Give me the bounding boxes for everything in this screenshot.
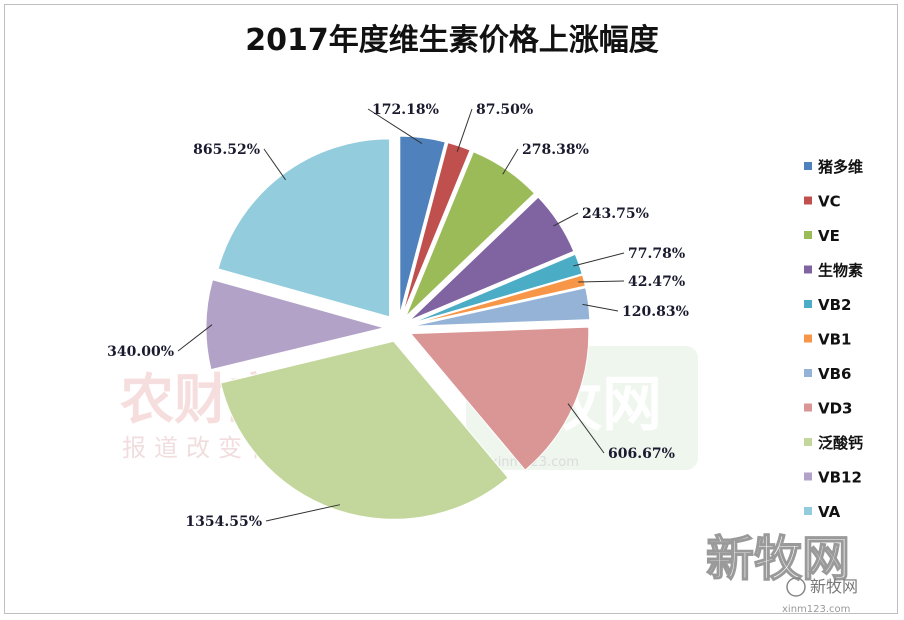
leader-line-1 — [456, 108, 473, 152]
data-label-8: 1354.55% — [185, 514, 262, 530]
legend-swatch-5 — [804, 334, 812, 343]
pie-slice-3 — [409, 196, 575, 321]
legend: 猪多维 VC VE 生物素 VB2 VB1 VB6 VD3 泛酸钙 VB12 VA — [804, 158, 863, 521]
data-label-9: 340.00% — [107, 344, 174, 360]
chart-title: 2017年度维生素价格上涨幅度 — [245, 23, 659, 58]
legend-swatch-8 — [804, 438, 812, 446]
legend-label-10: VA — [818, 503, 841, 521]
legend-swatch-10 — [804, 507, 812, 515]
legend-label-6: VB6 — [818, 365, 851, 383]
legend-label-0: 猪多维 — [817, 158, 863, 176]
pie-slice-0 — [399, 135, 446, 315]
legend-swatch-1 — [804, 196, 812, 205]
legend-label-5: VB1 — [818, 331, 851, 349]
pie-slice-4 — [411, 253, 583, 324]
corner-logo-url: xinm123.com — [782, 604, 850, 615]
legend-label-8: 泛酸钙 — [818, 434, 863, 452]
data-label-7: 606.67% — [608, 446, 675, 462]
data-label-0: 172.18% — [372, 102, 439, 118]
leader-line-7 — [567, 403, 605, 454]
legend-label-2: VE — [818, 227, 840, 245]
legend-swatch-0 — [804, 162, 812, 170]
pie-slice-9 — [205, 279, 386, 371]
leader-line-4 — [573, 252, 625, 267]
data-label-1: 87.50% — [476, 102, 533, 118]
legend-swatch-6 — [804, 369, 812, 377]
data-label-3: 243.75% — [582, 206, 649, 222]
corner-logo-icon — [786, 577, 806, 597]
watermark-center-url: xinm123.com — [490, 455, 579, 470]
data-label-5: 42.47% — [628, 274, 685, 290]
legend-swatch-9 — [804, 472, 812, 481]
leader-line-10 — [263, 148, 286, 181]
pie-slices — [205, 135, 591, 520]
legend-label-7: VD3 — [818, 400, 853, 418]
legend-swatch-2 — [804, 231, 812, 239]
pie-slice-6 — [411, 287, 591, 327]
pie-slice-8 — [220, 340, 509, 520]
legend-swatch-4 — [804, 300, 812, 308]
legend-swatch-3 — [804, 265, 812, 274]
legend-label-3: 生物素 — [818, 262, 863, 280]
legend-swatch-7 — [804, 403, 812, 412]
data-label-10: 865.52% — [193, 142, 260, 158]
legend-label-9: VB12 — [818, 469, 862, 487]
corner-logo: 新牧网 新牧网 xinm123.com — [705, 530, 858, 615]
pie-slice-5 — [411, 274, 586, 326]
leader-line-6 — [582, 303, 619, 312]
corner-logo-sub: 新牧网 — [810, 577, 858, 596]
leader-line-3 — [553, 212, 579, 227]
leader-line-8 — [265, 504, 340, 522]
leader-line-5 — [578, 280, 625, 283]
leader-line-0 — [367, 108, 423, 144]
legend-label-1: VC — [818, 193, 841, 211]
corner-logo-main: 新牧网 — [706, 531, 850, 587]
leader-line-9 — [177, 324, 213, 352]
legend-label-4: VB2 — [818, 296, 851, 314]
pie-slice-7 — [409, 326, 590, 471]
leader-line-2 — [502, 148, 519, 175]
data-label-6: 120.83% — [622, 304, 689, 320]
pie-labels: 172.18% 87.50% 278.38% 243.75% 77.78% 42.47% 1… — [107, 102, 689, 530]
data-label-2: 278.38% — [522, 142, 589, 158]
data-label-4: 77.78% — [628, 246, 685, 262]
